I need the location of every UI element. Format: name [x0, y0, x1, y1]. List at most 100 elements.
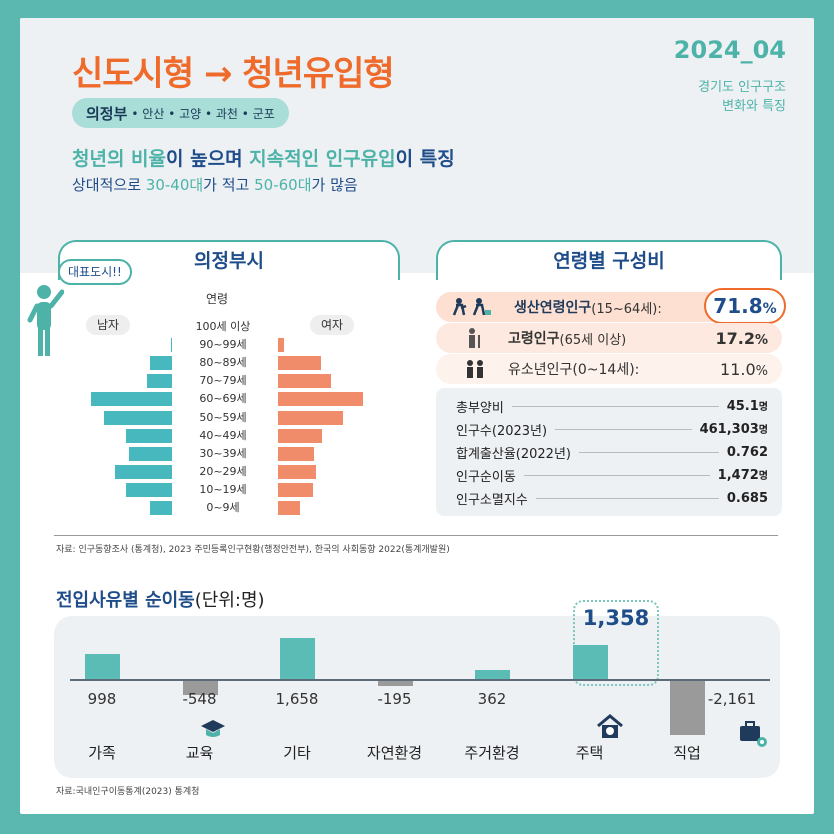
infographic-card: 신도시형 → 청년유입형 2024_04 경기도 인구구조 변화와 특징 의정부…: [20, 18, 814, 814]
male-bar: [150, 501, 172, 515]
stat-unit: 명: [758, 402, 768, 413]
elderly-value: 17.2: [715, 328, 755, 348]
graduation-cap-icon: [201, 720, 225, 737]
youth-value-wrap: 11.0%: [720, 360, 768, 379]
elderly-label: 고령인구: [508, 331, 560, 347]
stat-key: 인구순이동: [456, 469, 516, 485]
stat-leader: [579, 451, 719, 453]
male-bar: [91, 392, 172, 407]
age-axis-title: 연령: [206, 292, 229, 306]
subtitle-line1: 경기도 인구구조: [698, 80, 786, 95]
migration-bar: [182, 681, 218, 695]
age-tick-label: 20~29세: [199, 464, 247, 478]
female-bar: [278, 392, 363, 407]
migration-bar: [280, 637, 315, 679]
age-tick-label: 60~69세: [199, 392, 247, 406]
highlight-box: [573, 600, 659, 686]
age-tick-label: 10~19세: [199, 482, 247, 496]
female-bar: [278, 428, 322, 443]
composition-row-elderly: 고령인구 (65세 이상) 17.2%: [436, 323, 782, 353]
female-bar: [278, 482, 313, 497]
working-value-badge: 71.8%: [704, 288, 786, 324]
age-tick-label: 30~39세: [199, 446, 247, 460]
stat-value: 45.1명: [727, 398, 768, 414]
migration-title-text: 전입사유별 순이동: [56, 590, 195, 611]
working-sub: (15~64세):: [591, 301, 662, 317]
source-note-2: 자료:국내인구이동통계(2023) 통계청: [56, 787, 200, 797]
migration-title: 전입사유별 순이동(단위:명): [56, 586, 265, 612]
stat-key: 인구소멸지수: [456, 492, 528, 508]
migration-value-label: -548: [182, 690, 217, 708]
migration-value-label: 998: [87, 690, 117, 708]
page-title: 신도시형 → 청년유입형: [72, 54, 395, 94]
region-pill: 의정부 • 안산 • 고양 • 과천 • 군포: [72, 98, 289, 128]
stat-value: 1,472명: [718, 467, 768, 483]
lead2-e: 가 많음: [311, 176, 358, 194]
migration-value-label: -2,161: [707, 690, 757, 708]
male-bar: [125, 428, 172, 443]
composition-section-title: 연령별 구성비: [436, 240, 782, 280]
elderly-unit: %: [754, 332, 768, 348]
stat-number: 45.1: [726, 399, 759, 414]
stat-key: 합계출산율(2022년): [456, 446, 571, 462]
male-bar: [104, 410, 172, 425]
stat-row: 인구순이동 1,472명: [456, 465, 768, 485]
migration-bar: [670, 681, 705, 736]
age-tick-label: 70~79세: [199, 374, 247, 388]
series-subtitle: 경기도 인구구조 변화와 특징: [656, 78, 786, 116]
lead-line-2: 상대적으로 30-40대가 적고 50-60대가 많음: [72, 174, 358, 195]
lead2-b: 30-40대: [145, 176, 204, 194]
stat-number: 461,303: [699, 422, 759, 437]
highlight-value: 1,358: [582, 606, 650, 630]
composition-row-working: 생산연령인구 (15~64세): 71.8%: [436, 288, 786, 324]
lead1-b: 이 높으며: [166, 148, 250, 170]
stat-value: 0.685: [727, 491, 768, 506]
male-label: 남자: [86, 315, 130, 335]
stat-leader: [555, 428, 692, 430]
stat-row: 총부양비 45.1명: [456, 396, 768, 416]
stat-value: 0.762: [727, 445, 768, 460]
migration-category-label: 기타: [283, 744, 311, 762]
stat-value: 461,303명: [700, 421, 768, 437]
stat-key: 인구수(2023년): [456, 423, 548, 439]
migration-unit: (단위:명): [194, 590, 265, 611]
stat-row: 합계출산율(2022년) 0.762: [456, 442, 768, 462]
migration-value-label: -195: [377, 690, 412, 708]
male-bar: [128, 446, 172, 461]
elderly-sub: (65세 이상): [559, 332, 627, 348]
stat-unit: 명: [758, 425, 768, 436]
migration-panel: [54, 616, 780, 778]
migration-bar: [572, 645, 608, 679]
region-main: 의정부: [86, 104, 128, 123]
migration-category-label: 주거환경: [464, 744, 520, 762]
lead-line-1: 청년의 비율이 높으며 지속적인 인구유입이 특징: [72, 144, 455, 171]
female-label: 여자: [310, 315, 354, 335]
lead2-c: 가 적고: [203, 176, 255, 194]
female-bar: [278, 464, 317, 479]
stat-number: 0.685: [726, 490, 768, 506]
migration-value-label: 1,658: [275, 690, 319, 708]
stat-leader: [535, 497, 719, 499]
youth-label: 유소년인구(0~14세):: [508, 362, 640, 378]
stat-row: 인구수(2023년) 461,303명: [456, 419, 768, 439]
header-band: [20, 18, 814, 273]
stat-leader: [523, 474, 710, 476]
female-bar: [278, 374, 331, 389]
age-tick-label: 90~99세: [199, 338, 247, 352]
stat-number: 1,472: [717, 468, 759, 483]
migration-bar: [475, 669, 510, 679]
youth-value: 11.0: [720, 359, 756, 379]
male-bar: [115, 464, 172, 479]
children-icon: [467, 360, 483, 378]
female-bar: [278, 410, 343, 425]
lead2-d: 50-60대: [254, 176, 312, 194]
divider: [54, 535, 778, 536]
subtitle-line2: 변화와 특징: [722, 99, 786, 114]
migration-bar: [85, 654, 120, 679]
age-tick-label: 40~49세: [199, 428, 247, 442]
female-bar: [278, 446, 314, 461]
age-tick-label: 80~89세: [199, 356, 247, 370]
migration-category-label: 자연환경: [366, 744, 423, 762]
stat-key: 총부양비: [456, 400, 504, 416]
stat-leader: [511, 405, 719, 407]
